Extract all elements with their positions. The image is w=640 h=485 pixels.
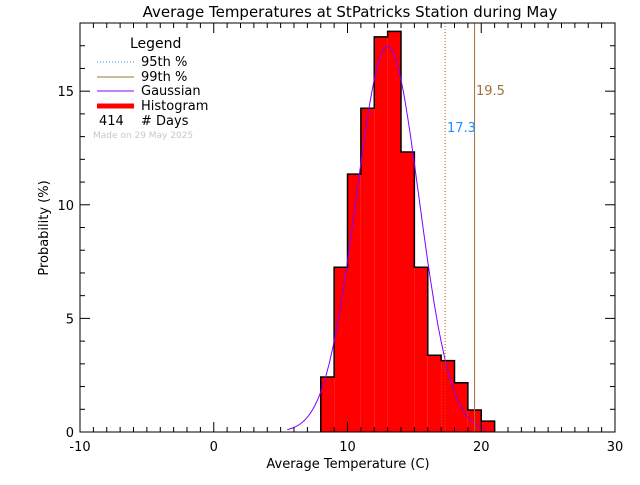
histogram-outline — [320, 30, 496, 432]
histogram-bar — [320, 377, 335, 432]
y-tick-label: 15 — [57, 85, 74, 100]
p95-label: 17.3 — [447, 121, 476, 136]
legend-histogram: Histogram — [141, 99, 208, 114]
legend-p95: 95th % — [141, 55, 187, 70]
legend: Legend 95th % 99th % Gaussian Histogram … — [93, 36, 208, 141]
legend-days-count: 414 — [99, 114, 124, 129]
x-axis-label: Average Temperature (C) — [266, 457, 429, 472]
x-tick-label: 10 — [339, 440, 356, 455]
legend-title: Legend — [130, 36, 181, 52]
y-axis-label: Probability (%) — [37, 180, 52, 275]
histogram-bar — [387, 31, 401, 432]
legend-gaussian: Gaussian — [141, 84, 201, 99]
histogram-bar — [481, 421, 495, 432]
y-tick-label: 10 — [57, 199, 74, 214]
x-tick-label: 20 — [473, 440, 490, 455]
histogram-bar — [401, 152, 415, 432]
y-tick-label: 0 — [66, 426, 74, 441]
histogram-bar — [414, 267, 428, 432]
histogram-bar — [427, 355, 442, 432]
histogram-bar — [374, 36, 388, 432]
x-tick-label: -10 — [69, 440, 90, 455]
p99-label: 19.5 — [476, 84, 505, 99]
x-tick-label: 0 — [210, 440, 218, 455]
legend-days-label: # Days — [141, 114, 189, 129]
chart-title: Average Temperatures at StPatricks Stati… — [143, 3, 558, 21]
legend-p99: 99th % — [141, 70, 187, 85]
made-on-note: Made on 29 May 2025 — [93, 131, 193, 141]
x-tick-label: 30 — [607, 440, 624, 455]
histogram-bar — [441, 360, 455, 432]
gaussian-curve — [287, 45, 486, 431]
y-tick-label: 5 — [66, 312, 74, 327]
histogram-bar — [360, 108, 375, 432]
histogram-bar — [334, 267, 348, 432]
